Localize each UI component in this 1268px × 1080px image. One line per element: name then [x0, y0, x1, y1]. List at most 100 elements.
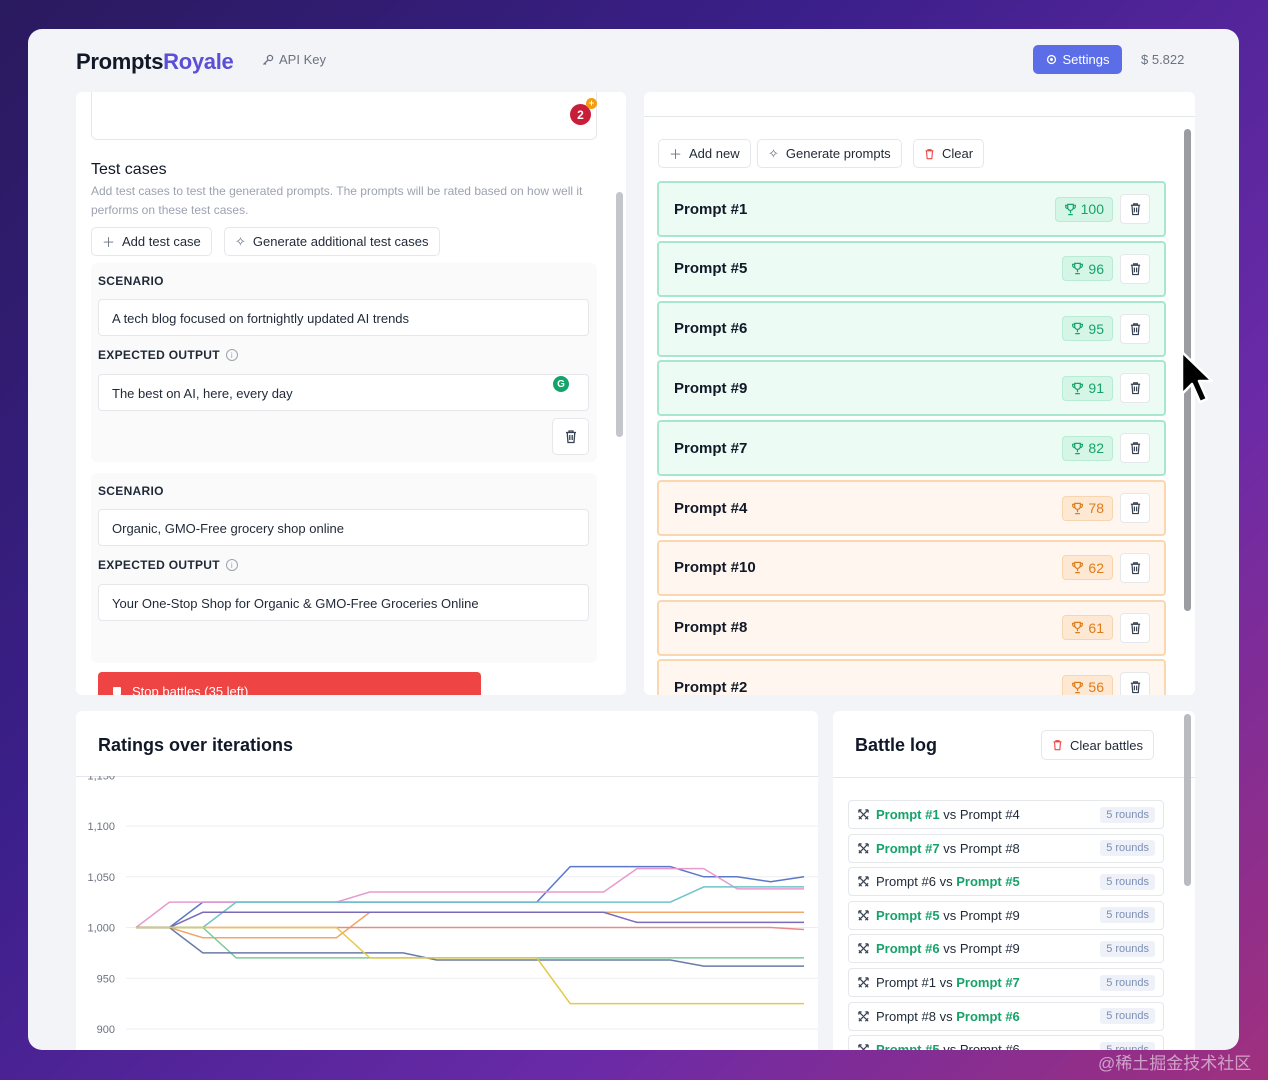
expected-output-input[interactable]: The best on AI, here, every day — [98, 374, 589, 411]
trophy-icon — [1072, 502, 1084, 514]
prompt-name: Prompt #2 — [674, 678, 748, 695]
y-tick-label: 1,050 — [87, 872, 115, 884]
battle-log-row[interactable]: Prompt #8 vs Prompt #6 5 rounds — [848, 1001, 1164, 1031]
prompt-score-badge: 62 — [1062, 555, 1113, 581]
prompt-description-textarea[interactable]: 2 + — [91, 92, 597, 140]
trash-icon — [1130, 263, 1140, 275]
delete-prompt-button[interactable] — [1120, 493, 1150, 523]
battle-right-prompt: Prompt #5 — [956, 874, 1020, 890]
prompt-score: 95 — [1088, 320, 1104, 337]
prompt-row[interactable]: Prompt #4 78 — [657, 480, 1166, 536]
test-cases-panel: 2 + Test cases Add test cases to test th… — [76, 92, 626, 695]
delete-prompt-button[interactable] — [1120, 253, 1150, 284]
delete-prompt-button[interactable] — [1120, 313, 1150, 344]
add-new-label: Add new — [689, 146, 740, 161]
prompt-score-badge: 95 — [1062, 316, 1113, 342]
battle-log-scrollbar[interactable] — [1184, 714, 1191, 886]
prompt-name: Prompt #4 — [674, 499, 748, 517]
plus-icon: ＋ — [669, 147, 683, 162]
prompt-score: 82 — [1088, 440, 1104, 457]
series-line — [136, 865, 805, 929]
scenario-input[interactable]: A tech blog focused on fortnightly updat… — [98, 299, 589, 336]
prompt-row[interactable]: Prompt #8 61 — [657, 599, 1166, 656]
sparkles-icon: ✧ — [768, 145, 779, 161]
prompt-name: Prompt #10 — [674, 559, 756, 577]
generate-prompts-button[interactable]: ✧ Generate prompts — [757, 139, 902, 168]
info-icon[interactable]: i — [225, 559, 238, 571]
prompt-score: 91 — [1088, 380, 1104, 397]
battle-right-prompt: Prompt #9 — [959, 907, 1020, 923]
test-cases-scrollbar[interactable] — [616, 192, 623, 437]
prompt-score: 61 — [1088, 619, 1104, 636]
trash-icon — [925, 148, 934, 159]
battle-log-row[interactable]: Prompt #7 vs Prompt #8 5 rounds — [848, 833, 1164, 863]
info-icon[interactable]: i — [225, 349, 238, 361]
battle-log-row[interactable]: Prompt #6 vs Prompt #9 5 rounds — [848, 934, 1164, 964]
expected-output-label-text: EXPECTED OUTPUT — [98, 348, 220, 362]
app-logo[interactable]: PromptsRoyale — [76, 49, 234, 75]
battle-log-row[interactable]: Prompt #1 vs Prompt #4 5 rounds — [848, 800, 1164, 829]
prompt-name: Prompt #8 — [674, 619, 748, 637]
stop-battles-button[interactable]: Stop battles (35 left) — [98, 672, 481, 695]
battle-log-row[interactable]: Prompt #1 vs Prompt #7 5 rounds — [848, 968, 1164, 997]
delete-prompt-button[interactable] — [1120, 672, 1150, 695]
trophy-icon — [1072, 681, 1084, 694]
delete-prompt-button[interactable] — [1120, 612, 1150, 643]
expected-output-input[interactable]: Your One-Stop Shop for Organic & GMO-Fre… — [98, 584, 589, 621]
trophy-icon — [1072, 442, 1084, 454]
notification-badge[interactable]: 2 + — [570, 98, 597, 125]
delete-prompt-button[interactable] — [1120, 552, 1150, 583]
scenario-input[interactable]: Organic, GMO-Free grocery shop online — [98, 509, 589, 546]
battle-right-prompt: Prompt #4 — [959, 807, 1020, 822]
generate-test-cases-button[interactable]: ✧ Generate additional test cases — [224, 227, 440, 256]
clear-label: Clear — [942, 146, 974, 161]
grammarly-icon[interactable]: G — [553, 376, 569, 392]
delete-prompt-button[interactable] — [1120, 194, 1150, 224]
clear-prompts-button[interactable]: Clear — [913, 139, 985, 168]
trophy-icon — [1072, 562, 1084, 574]
battle-left-prompt: Prompt #6 — [876, 874, 936, 890]
prompt-row[interactable]: Prompt #10 62 — [657, 539, 1166, 596]
prompt-row[interactable]: Prompt #7 82 — [657, 420, 1166, 477]
series-line — [136, 911, 804, 939]
trash-icon — [1053, 740, 1062, 751]
add-test-case-label: Add test case — [122, 234, 201, 249]
battle-log-row[interactable]: Prompt #5 vs Prompt #6 5 rounds — [848, 1035, 1164, 1050]
prompt-row[interactable]: Prompt #9 91 — [657, 360, 1166, 417]
swords-icon — [858, 1010, 869, 1022]
watermark-text: @稀土掘金技术社区 — [1098, 1054, 1252, 1073]
battle-log-divider — [833, 777, 1195, 778]
prompt-row[interactable]: Prompt #6 95 — [657, 300, 1166, 357]
trash-icon — [1130, 382, 1140, 395]
prompt-score-badge: 61 — [1062, 615, 1113, 641]
battle-right-prompt: Prompt #7 — [956, 975, 1020, 990]
key-icon — [263, 54, 274, 65]
prompt-row[interactable]: Prompt #5 96 — [657, 240, 1166, 297]
test-cases-description: Add test cases to test the generated pro… — [91, 184, 583, 217]
stop-icon — [113, 687, 121, 695]
api-key-link[interactable]: API Key — [262, 52, 326, 67]
delete-prompt-button[interactable] — [1120, 433, 1150, 464]
swords-icon — [858, 943, 869, 954]
gear-icon — [1046, 54, 1056, 65]
rounds-badge: 5 rounds — [1100, 940, 1155, 957]
trophy-icon — [1072, 322, 1084, 335]
swords-icon — [858, 809, 869, 820]
prompt-name: Prompt #7 — [674, 439, 748, 457]
battle-log-row[interactable]: Prompt #5 vs Prompt #9 5 rounds — [848, 900, 1164, 930]
trash-icon — [1130, 502, 1140, 515]
series-line — [136, 911, 804, 929]
battle-matchup: Prompt #5 vs Prompt #6 — [876, 1042, 1094, 1050]
prompt-name: Prompt #5 — [674, 260, 748, 278]
battle-log-row[interactable]: Prompt #6 vs Prompt #5 5 rounds — [848, 867, 1164, 897]
y-tick-label: 1,100 — [87, 821, 115, 833]
add-new-prompt-button[interactable]: ＋ Add new — [658, 139, 751, 168]
trash-icon — [1130, 681, 1140, 694]
delete-test-case-button[interactable] — [552, 418, 589, 455]
clear-battles-button[interactable]: Clear battles — [1041, 730, 1154, 760]
prompt-row[interactable]: Prompt #1 100 — [657, 181, 1166, 237]
settings-button[interactable]: Settings — [1033, 45, 1122, 74]
add-test-case-button[interactable]: ＋ Add test case — [91, 227, 212, 256]
prompt-row[interactable]: Prompt #2 56 — [657, 659, 1166, 695]
delete-prompt-button[interactable] — [1120, 373, 1150, 404]
